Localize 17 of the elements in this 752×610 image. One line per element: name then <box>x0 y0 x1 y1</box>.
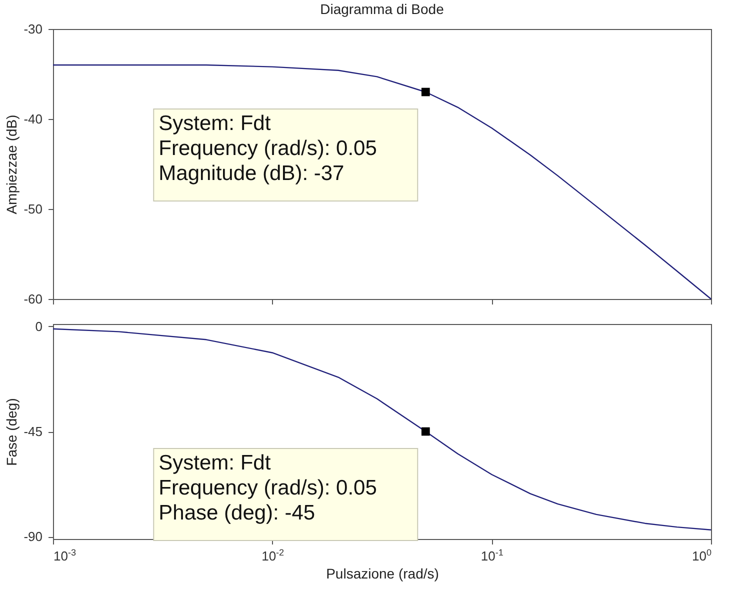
y-tick-label: -30 <box>24 22 42 36</box>
x-tick-label: 10$^{-3}$ <box>54 548 76 564</box>
y-tick-label: -60 <box>24 292 42 306</box>
chart-title: Diagramma di Bode <box>320 1 444 17</box>
y-tick-label: -90 <box>24 529 42 544</box>
y-axis-title: Ampiezzae (dB) <box>4 114 20 214</box>
y-tick-label: 0 <box>35 318 42 334</box>
y-tick-label: -50 <box>24 202 42 216</box>
y-tick-label: -45 <box>24 424 42 439</box>
annotation: System: Fdt Frequency (rad/s): 0.05 Phase (deg): -45 <box>158 452 377 524</box>
annotation: System: Fdt Frequency (rad/s): 0.05 Magnitude (dB): -37 <box>158 112 377 185</box>
y-tick-label: -40 <box>24 112 42 126</box>
x-tick-label: 10$^{-2}$ <box>262 548 284 564</box>
y-axis-title: Fase (deg) <box>4 398 20 466</box>
x-axis-title: Pulsazione (rad/s) <box>326 566 439 582</box>
x-tick-label: 10$^{-1}$ <box>480 548 504 564</box>
x-tick-label: 10$^{0}$ <box>692 548 712 564</box>
